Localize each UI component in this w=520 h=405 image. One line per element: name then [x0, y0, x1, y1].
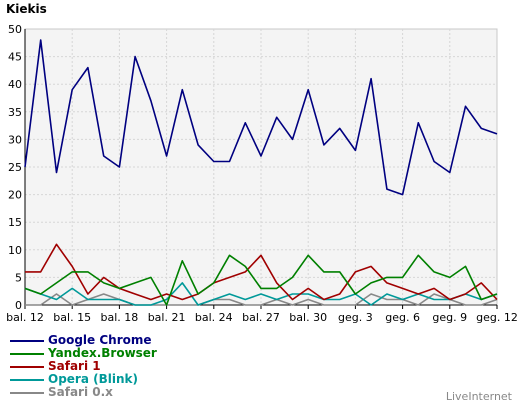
legend-swatch [10, 366, 44, 368]
y-tick-label: 10 [8, 244, 22, 257]
x-tick-label: geg. 9 [432, 311, 467, 324]
legend-swatch [10, 392, 44, 394]
y-tick-label: 45 [8, 51, 22, 64]
series-line-safari-1 [25, 243, 498, 301]
x-tick-label: bal. 24 [195, 311, 233, 324]
legend-label: Yandex.Browser [48, 346, 157, 360]
x-tick-label: bal. 15 [53, 311, 91, 324]
y-tick-label: 25 [8, 161, 22, 174]
x-tick-label: geg. 6 [385, 311, 420, 324]
x-tick-label: bal. 30 [289, 311, 327, 324]
x-tick-label: geg. 3 [338, 311, 373, 324]
x-tick-label: bal. 21 [148, 311, 186, 324]
y-tick-label: 20 [8, 189, 22, 202]
series-lines [24, 39, 498, 306]
y-tick-label: 40 [8, 78, 22, 91]
y-tick-label: 5 [15, 271, 22, 284]
legend-label: Opera (Blink) [48, 372, 138, 386]
legend-swatch [10, 379, 44, 381]
brand-label: LiveInternet [445, 390, 512, 403]
tick-labels: 0 5 10 15 20 25 30 35 40 45 50 bal. 12 bal. 15 bal. 1… [6, 23, 518, 324]
legend-swatch [10, 353, 44, 355]
y-tick-label: 50 [8, 23, 22, 36]
legend-label: Google Chrome [48, 333, 152, 347]
x-tick-label: bal. 27 [242, 311, 280, 324]
x-tick-label: geg. 12 [476, 311, 518, 324]
line-chart: 0 5 10 15 20 25 30 35 40 45 50 bal. 12 bal. 15 bal. 1… [6, 23, 518, 324]
series-line-google-chrome [24, 39, 498, 196]
series-line-yandex-browser [24, 254, 498, 306]
legend-swatch [10, 340, 44, 342]
y-tick-label: 30 [8, 133, 22, 146]
chart-title: Kiekis [6, 2, 47, 16]
y-tick-label: 0 [15, 299, 22, 312]
y-tick-label: 35 [8, 106, 22, 119]
legend-label: Safari 1 [48, 359, 101, 373]
series-line-safari-0-x [25, 293, 498, 306]
x-tick-label: bal. 12 [6, 311, 44, 324]
legend-label: Safari 0.x [48, 385, 113, 399]
x-tick-label: bal. 18 [101, 311, 139, 324]
y-tick-label: 15 [8, 216, 22, 229]
